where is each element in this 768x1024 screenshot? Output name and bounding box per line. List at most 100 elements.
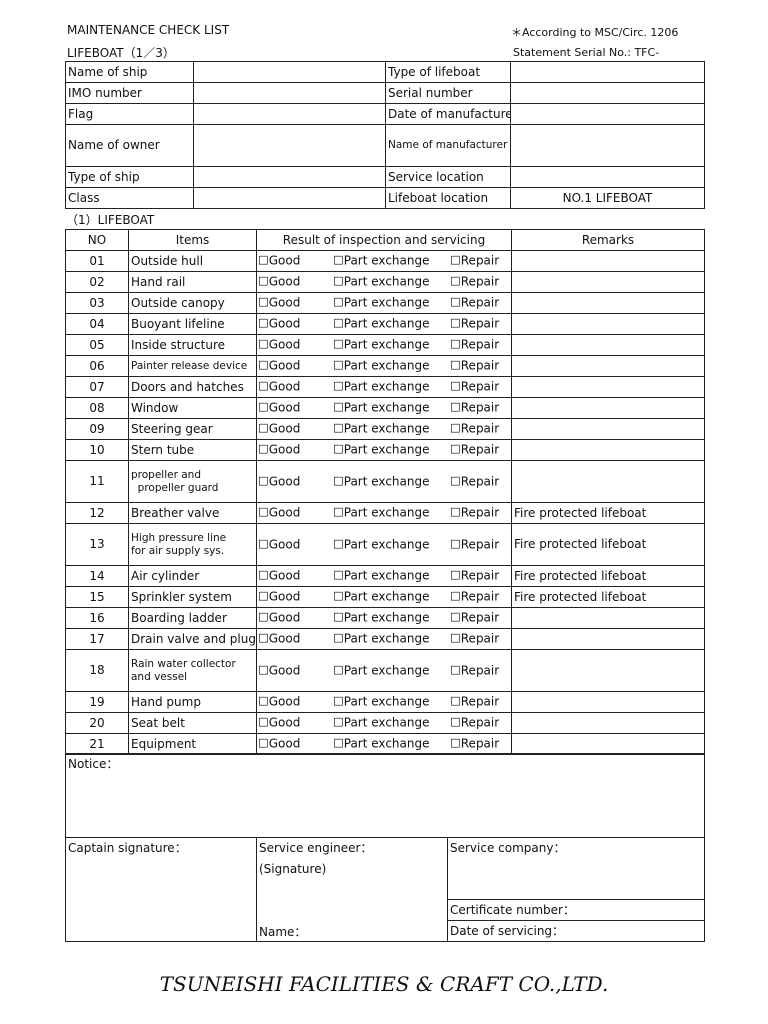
remarks-field[interactable] xyxy=(511,313,705,335)
info-value-field[interactable] xyxy=(510,103,705,125)
info-value-field[interactable] xyxy=(193,61,386,83)
option-repair-checkbox[interactable]: ☐Repair xyxy=(450,505,500,520)
info-value-field[interactable] xyxy=(510,124,705,167)
info-value-field[interactable] xyxy=(193,124,386,167)
remarks-field[interactable]: Fire protected lifeboat xyxy=(511,586,705,608)
option-part-checkbox[interactable]: ☐Part exchange xyxy=(333,442,430,457)
option-good-checkbox[interactable]: ☐Good xyxy=(258,442,301,457)
option-good-checkbox[interactable]: ☐Good xyxy=(258,505,301,520)
option-repair-checkbox[interactable]: ☐Repair xyxy=(450,568,500,583)
option-good-checkbox[interactable]: ☐Good xyxy=(258,274,301,289)
option-part-checkbox[interactable]: ☐Part exchange xyxy=(333,631,430,646)
option-good-checkbox[interactable]: ☐Good xyxy=(258,316,301,331)
info-value-field[interactable] xyxy=(510,61,705,83)
option-good-checkbox[interactable]: ☐Good xyxy=(258,715,301,730)
info-value-field[interactable] xyxy=(193,103,386,125)
option-good-checkbox[interactable]: ☐Good xyxy=(258,663,301,677)
option-part-checkbox[interactable]: ☐Part exchange xyxy=(333,337,430,352)
option-part-checkbox[interactable]: ☐Part exchange xyxy=(333,274,430,289)
option-good-checkbox[interactable]: ☐Good xyxy=(258,474,301,488)
option-good-checkbox[interactable]: ☐Good xyxy=(258,568,301,583)
remarks-field[interactable] xyxy=(511,628,705,650)
option-part-checkbox[interactable]: ☐Part exchange xyxy=(333,358,430,373)
info-value-field[interactable] xyxy=(510,82,705,104)
remarks-field[interactable] xyxy=(511,460,705,503)
info-value-field[interactable] xyxy=(193,166,386,188)
option-part-checkbox[interactable]: ☐Part exchange xyxy=(333,736,430,751)
option-part-checkbox[interactable]: ☐Part exchange xyxy=(333,694,430,709)
option-part-checkbox[interactable]: ☐Part exchange xyxy=(333,505,430,520)
option-repair-checkbox[interactable]: ☐Repair xyxy=(450,537,500,551)
option-part-checkbox[interactable]: ☐Part exchange xyxy=(333,316,430,331)
option-part-checkbox[interactable]: ☐Part exchange xyxy=(333,474,430,488)
service-company-field[interactable]: Service company： xyxy=(446,837,706,900)
option-good-checkbox[interactable]: ☐Good xyxy=(258,694,301,709)
option-part-checkbox[interactable]: ☐Part exchange xyxy=(333,253,430,268)
remarks-field[interactable] xyxy=(511,712,705,734)
option-part-checkbox[interactable]: ☐Part exchange xyxy=(333,400,430,415)
option-part-checkbox[interactable]: ☐Part exchange xyxy=(333,715,430,730)
option-part-checkbox[interactable]: ☐Part exchange xyxy=(333,568,430,583)
remarks-field[interactable]: Fire protected lifeboat xyxy=(511,565,705,587)
option-repair-checkbox[interactable]: ☐Repair xyxy=(450,274,500,289)
option-repair-checkbox[interactable]: ☐Repair xyxy=(450,379,500,394)
option-repair-checkbox[interactable]: ☐Repair xyxy=(450,589,500,604)
option-good-checkbox[interactable]: ☐Good xyxy=(258,379,301,394)
captain-signature-field[interactable]: Captain signature： xyxy=(65,837,257,942)
option-good-checkbox[interactable]: ☐Good xyxy=(258,421,301,436)
notice-field[interactable]: Notice： xyxy=(64,753,706,838)
option-part-checkbox[interactable]: ☐Part exchange xyxy=(333,421,430,436)
option-repair-checkbox[interactable]: ☐Repair xyxy=(450,736,500,751)
service-engineer-field[interactable]: Service engineer： (Signature) Name： xyxy=(256,837,448,942)
option-good-checkbox[interactable]: ☐Good xyxy=(258,589,301,604)
remarks-field[interactable] xyxy=(511,355,705,377)
remarks-field[interactable] xyxy=(511,397,705,419)
option-part-checkbox[interactable]: ☐Part exchange xyxy=(333,379,430,394)
option-good-checkbox[interactable]: ☐Good xyxy=(258,610,301,625)
option-repair-checkbox[interactable]: ☐Repair xyxy=(450,295,500,310)
option-good-checkbox[interactable]: ☐Good xyxy=(258,337,301,352)
remarks-field[interactable] xyxy=(511,376,705,398)
option-repair-checkbox[interactable]: ☐Repair xyxy=(450,610,500,625)
option-repair-checkbox[interactable]: ☐Repair xyxy=(450,631,500,646)
remarks-field[interactable]: Fire protected lifeboat xyxy=(511,502,705,524)
option-repair-checkbox[interactable]: ☐Repair xyxy=(450,715,500,730)
certificate-number-field[interactable]: Certificate number： xyxy=(446,899,706,921)
option-good-checkbox[interactable]: ☐Good xyxy=(258,253,301,268)
option-part-checkbox[interactable]: ☐Part exchange xyxy=(333,537,430,551)
option-repair-checkbox[interactable]: ☐Repair xyxy=(450,421,500,436)
remarks-field[interactable] xyxy=(511,607,705,629)
date-of-servicing-field[interactable]: Date of servicing： xyxy=(446,920,706,942)
remarks-field[interactable] xyxy=(511,439,705,461)
option-part-checkbox[interactable]: ☐Part exchange xyxy=(333,663,430,677)
info-value-field[interactable]: NO.1 LIFEBOAT xyxy=(510,187,705,209)
info-value-field[interactable] xyxy=(193,82,386,104)
option-repair-checkbox[interactable]: ☐Repair xyxy=(450,316,500,331)
option-repair-checkbox[interactable]: ☐Repair xyxy=(450,442,500,457)
option-good-checkbox[interactable]: ☐Good xyxy=(258,400,301,415)
remarks-field[interactable] xyxy=(511,691,705,713)
remarks-field[interactable] xyxy=(511,733,705,755)
remarks-field[interactable] xyxy=(511,649,705,692)
remarks-field[interactable] xyxy=(511,334,705,356)
option-repair-checkbox[interactable]: ☐Repair xyxy=(450,337,500,352)
info-value-field[interactable] xyxy=(510,166,705,188)
option-part-checkbox[interactable]: ☐Part exchange xyxy=(333,295,430,310)
remarks-field[interactable] xyxy=(511,271,705,293)
option-repair-checkbox[interactable]: ☐Repair xyxy=(450,663,500,677)
remarks-field[interactable]: Fire protected lifeboat xyxy=(511,523,705,566)
option-good-checkbox[interactable]: ☐Good xyxy=(258,736,301,751)
option-good-checkbox[interactable]: ☐Good xyxy=(258,295,301,310)
option-repair-checkbox[interactable]: ☐Repair xyxy=(450,400,500,415)
option-repair-checkbox[interactable]: ☐Repair xyxy=(450,358,500,373)
option-part-checkbox[interactable]: ☐Part exchange xyxy=(333,589,430,604)
option-repair-checkbox[interactable]: ☐Repair xyxy=(450,253,500,268)
option-good-checkbox[interactable]: ☐Good xyxy=(258,537,301,551)
remarks-field[interactable] xyxy=(511,292,705,314)
option-part-checkbox[interactable]: ☐Part exchange xyxy=(333,610,430,625)
option-good-checkbox[interactable]: ☐Good xyxy=(258,631,301,646)
info-value-field[interactable] xyxy=(193,187,386,209)
option-good-checkbox[interactable]: ☐Good xyxy=(258,358,301,373)
option-repair-checkbox[interactable]: ☐Repair xyxy=(450,694,500,709)
remarks-field[interactable] xyxy=(511,418,705,440)
